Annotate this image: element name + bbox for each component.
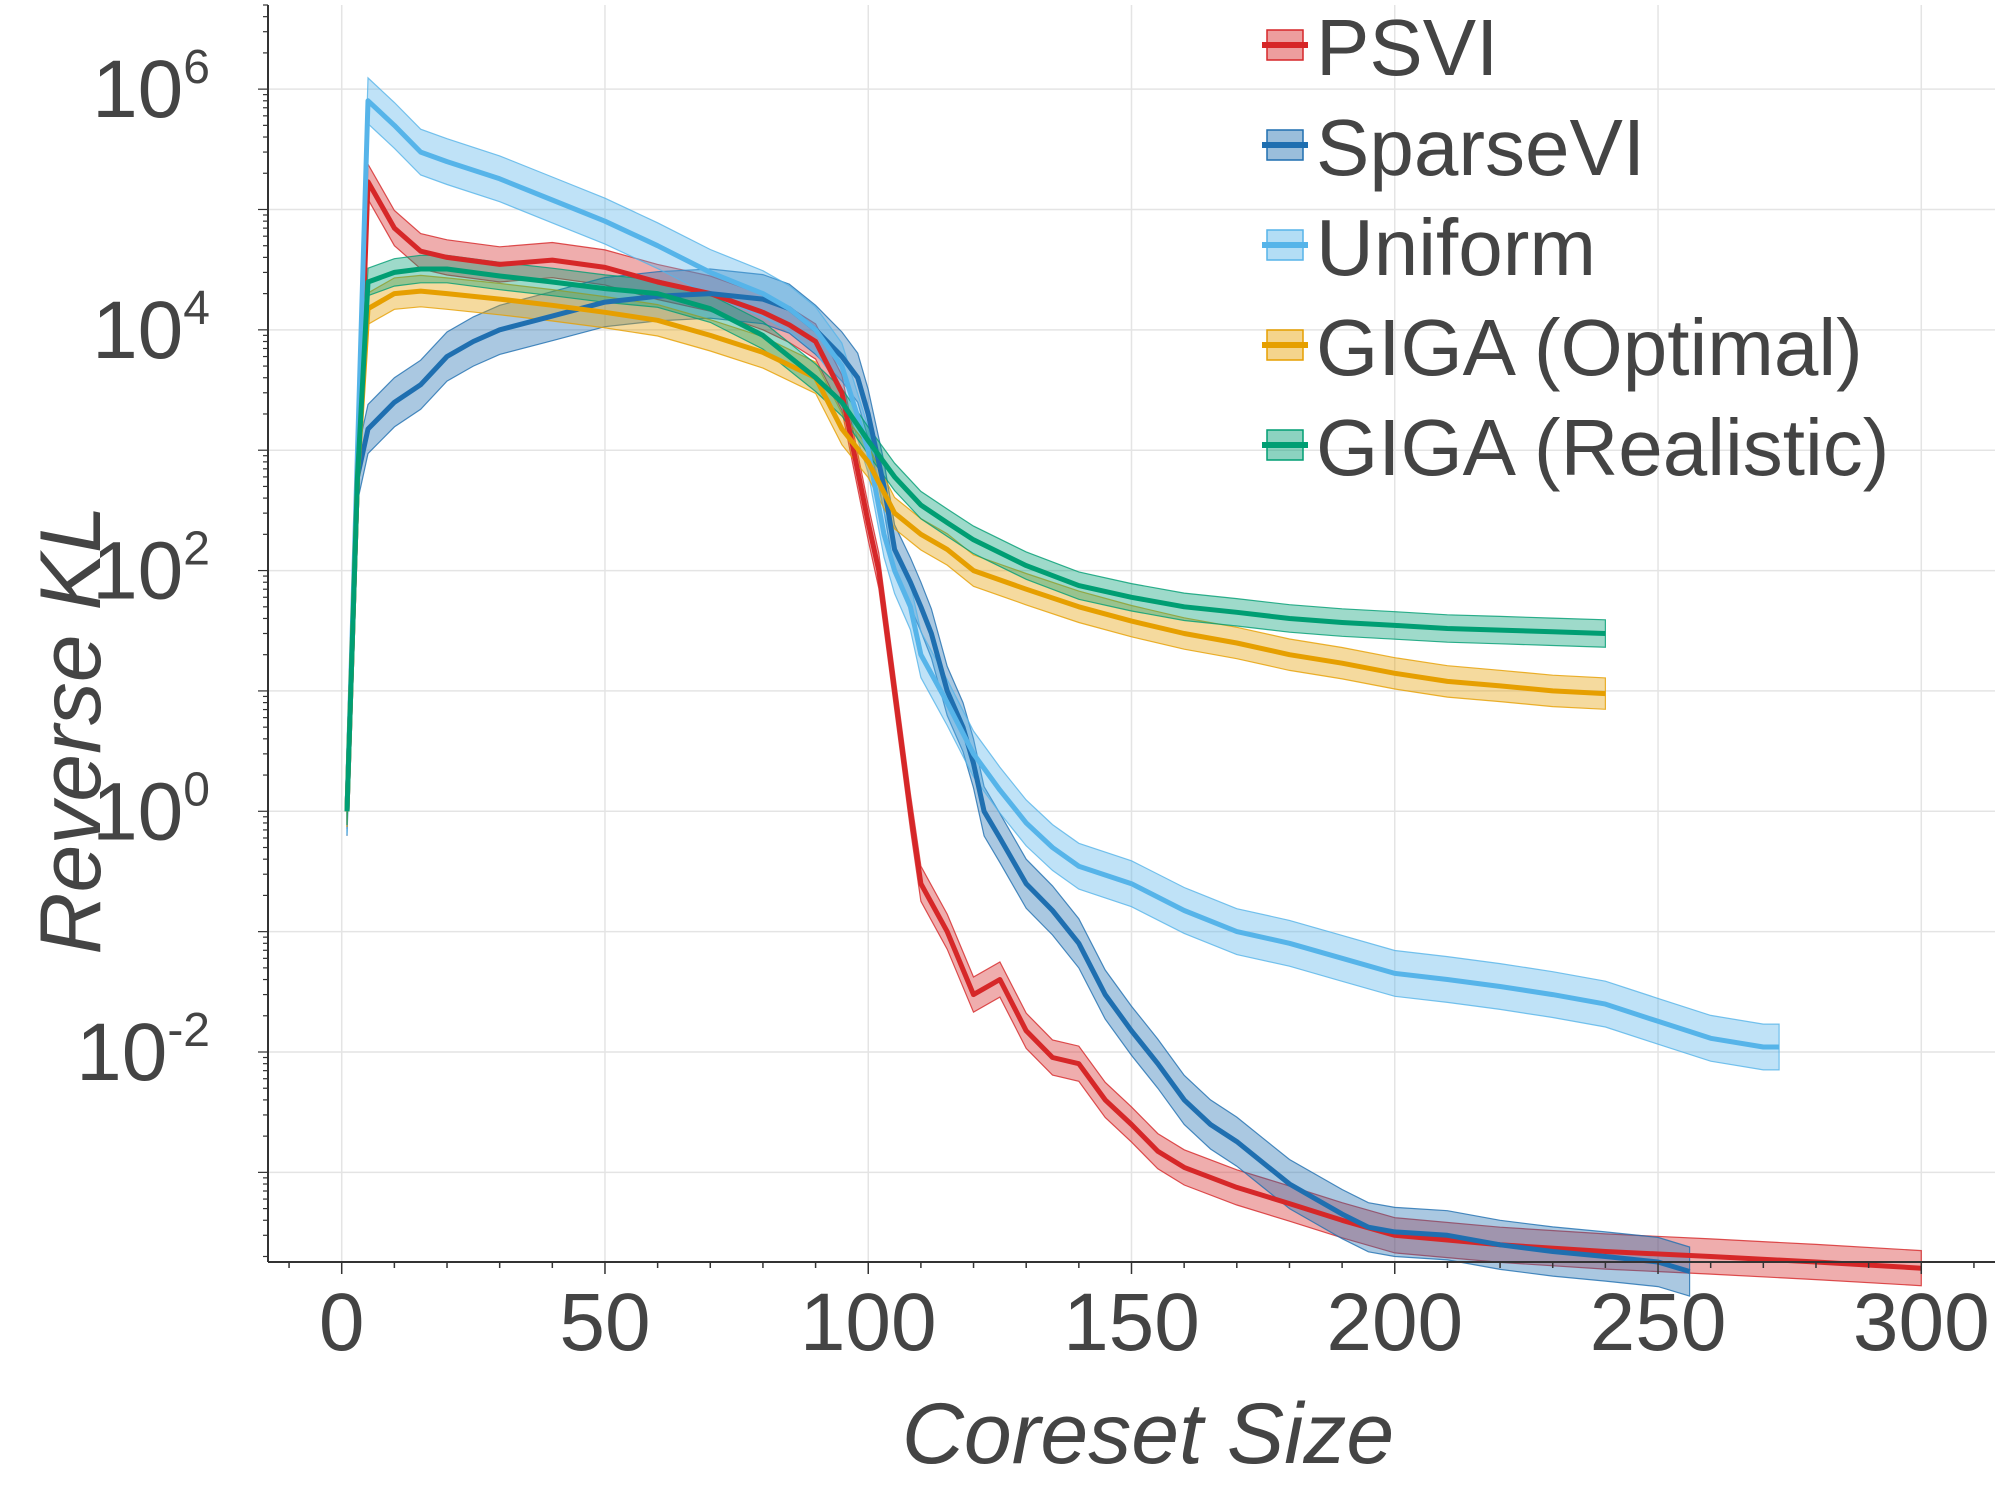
x-tick-label: 200 <box>1326 1277 1463 1368</box>
y-tick-label: 106 <box>92 41 210 135</box>
legend-item-uniform: Uniform <box>1262 203 1596 292</box>
legend-item-psvi: PSVI <box>1262 3 1498 92</box>
legend-item-giga-realistic: GIGA (Realistic) <box>1262 403 1889 492</box>
legend-item-sparsevi: SparseVI <box>1262 103 1645 192</box>
y-tick-label: 102 <box>92 523 210 617</box>
y-tick-label: 104 <box>92 282 210 376</box>
sparsevi-line <box>344 291 1691 1274</box>
x-axis-title: Coreset Size <box>902 1386 1394 1482</box>
axes <box>258 4 1995 1274</box>
x-tick-label: 0 <box>319 1277 365 1368</box>
legend-label: Uniform <box>1316 203 1596 292</box>
uniform-line <box>344 98 1780 1050</box>
series-lines <box>344 98 1922 1274</box>
y-axis-title: Reverse KL <box>23 505 119 954</box>
y-tick-label: 10-2 <box>76 1004 210 1098</box>
x-tick-label: 300 <box>1853 1277 1990 1368</box>
legend-label: PSVI <box>1316 3 1498 92</box>
legend-label: SparseVI <box>1316 103 1645 192</box>
psvi-line <box>344 179 1922 1271</box>
confidence-bands <box>346 76 1922 1297</box>
legend-label: GIGA (Optimal) <box>1316 303 1863 392</box>
giga-realistic-line <box>344 266 1606 812</box>
x-tick-label: 50 <box>559 1277 650 1368</box>
x-tick-label: 150 <box>1063 1277 1200 1368</box>
legend-item-giga-optimal: GIGA (Optimal) <box>1262 303 1863 392</box>
y-tick-label: 100 <box>92 763 210 857</box>
legend-label: GIGA (Realistic) <box>1316 403 1889 492</box>
grid <box>268 5 1995 1262</box>
x-tick-label: 250 <box>1590 1277 1727 1368</box>
giga-optimal-band <box>346 274 1607 828</box>
legend: PSVI SparseVI Uniform GIGA (Optimal) GIGA (R… <box>1262 3 1889 492</box>
tick-labels: 0 50 100 150 200 250 300 10-2 100 102 104 106 <box>76 41 1990 1368</box>
giga-optimal-line <box>344 288 1606 812</box>
x-tick-label: 100 <box>800 1277 937 1368</box>
